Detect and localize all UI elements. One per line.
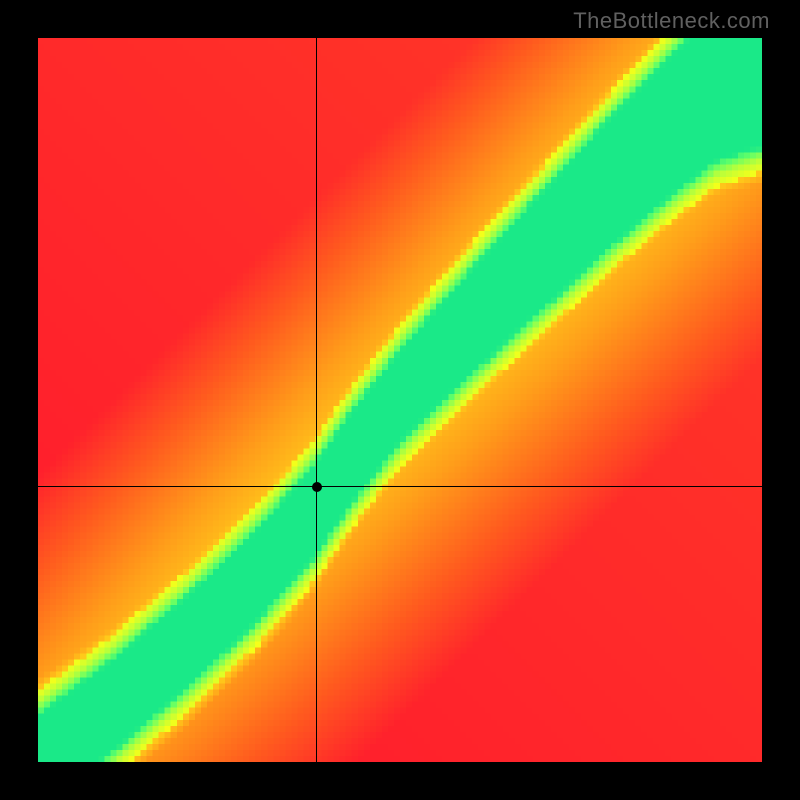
crosshair-horizontal bbox=[38, 486, 762, 487]
marker-dot bbox=[312, 482, 322, 492]
watermark-text: TheBottleneck.com bbox=[573, 8, 770, 34]
crosshair-vertical bbox=[316, 38, 317, 762]
heatmap-plot bbox=[38, 38, 762, 762]
heatmap-canvas bbox=[38, 38, 762, 762]
